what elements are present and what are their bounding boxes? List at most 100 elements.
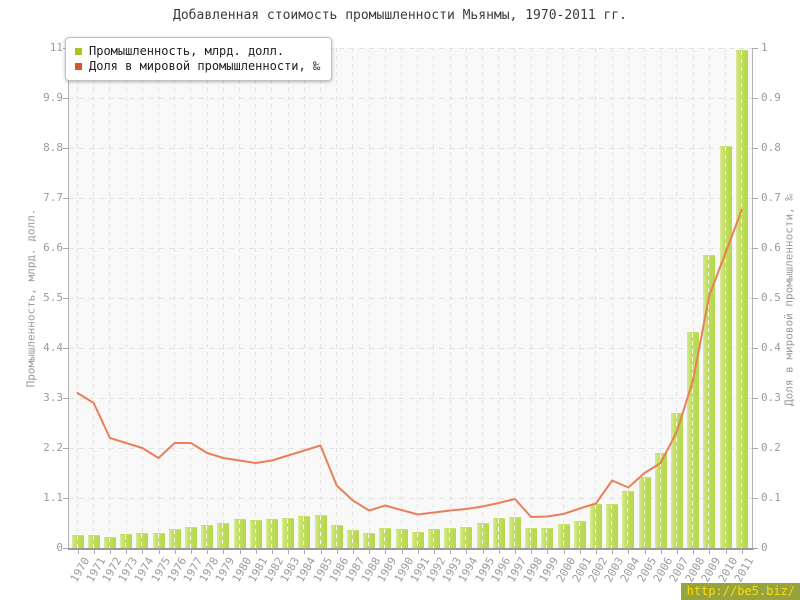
x-axis-tick: [174, 549, 176, 554]
v-gridline: [109, 48, 111, 548]
v-gridline: [579, 48, 581, 548]
bar-1995: [476, 523, 489, 549]
bar-center-dash: [643, 478, 645, 549]
v-gridline: [433, 48, 435, 548]
bar-center-dash: [125, 535, 127, 549]
v-gridline: [595, 48, 597, 548]
y-axis-left-tick: [63, 298, 68, 299]
x-axis-tick: [498, 549, 500, 554]
h-gridline: [69, 447, 752, 449]
y-left-tick-label: 3.3: [43, 391, 63, 404]
y-axis-left-tick: [63, 398, 68, 399]
bar-2004: [622, 491, 635, 549]
watermark-link[interactable]: http://be5.biz/: [680, 583, 800, 600]
bar-center-dash: [270, 520, 272, 549]
bar-2005: [638, 477, 651, 549]
y-axis-left-tick: [63, 548, 68, 549]
x-axis-tick: [158, 549, 160, 554]
bar-center-dash: [562, 525, 564, 549]
v-gridline: [77, 48, 78, 548]
y-axis-left-tick: [63, 348, 68, 349]
y-axis-right-title: Доля в мировой промышленности, ‰: [782, 194, 796, 406]
h-gridline: [69, 297, 752, 299]
x-axis-tick: [676, 549, 678, 554]
bar-center-dash: [319, 516, 321, 549]
v-gridline: [514, 48, 516, 548]
y-right-tick-label: 0.6: [761, 241, 781, 254]
y-right-tick-label: 0.2: [761, 441, 781, 454]
bar-center-dash: [189, 528, 191, 549]
bar-1979: [217, 523, 230, 549]
x-axis-tick: [385, 549, 387, 554]
y-axis-right-tick: [753, 98, 758, 99]
h-gridline: [69, 347, 752, 349]
y-left-tick-label: 1.1: [43, 491, 63, 504]
bar-center-dash: [675, 414, 677, 549]
x-axis-tick: [579, 549, 581, 554]
v-gridline: [174, 48, 176, 548]
bar-1976: [168, 529, 181, 549]
bar-2001: [573, 521, 586, 549]
y-axis-right-tick: [753, 498, 758, 499]
bar-1980: [233, 519, 246, 549]
bar-1986: [330, 525, 343, 549]
h-gridline: [69, 147, 752, 149]
bar-center-dash: [222, 524, 224, 549]
x-axis-tick: [126, 549, 128, 554]
v-gridline: [158, 48, 159, 548]
x-axis-tick: [595, 549, 597, 554]
bar-center-dash: [432, 530, 434, 549]
bar-center-dash: [351, 531, 353, 549]
bar-1985: [314, 515, 327, 549]
v-gridline: [611, 48, 613, 548]
bar-1978: [201, 525, 214, 549]
y-axis-left-tick: [63, 98, 68, 99]
x-axis-line: [68, 548, 754, 550]
y-left-tick-label: 5.5: [43, 291, 63, 304]
bar-2007: [670, 413, 683, 549]
bar-1970: [71, 535, 84, 549]
y-left-tick-label: 9.9: [43, 91, 63, 104]
x-axis-tick: [223, 549, 225, 554]
bar-center-dash: [173, 530, 175, 549]
x-axis-tick: [612, 549, 614, 554]
x-axis-tick: [352, 549, 354, 554]
bar-center-dash: [724, 147, 726, 549]
bar-center-dash: [594, 505, 596, 549]
bar-1992: [427, 529, 440, 549]
bar-center-dash: [287, 519, 289, 549]
share-line-path: [76, 209, 743, 518]
v-gridline: [660, 48, 662, 548]
v-gridline: [627, 48, 629, 548]
v-gridline: [482, 48, 483, 548]
v-gridline: [465, 48, 467, 548]
y-right-tick-label: 0.1: [761, 491, 781, 504]
y-axis-left-tick: [63, 248, 68, 249]
bar-center-dash: [481, 524, 483, 549]
x-axis-tick: [255, 549, 257, 554]
h-gridline: [69, 47, 752, 49]
x-axis-tick: [514, 549, 516, 554]
bar-center-dash: [416, 533, 418, 549]
v-gridline: [644, 48, 645, 548]
bar-center-dash: [76, 536, 78, 549]
v-gridline: [255, 48, 257, 548]
v-gridline: [352, 48, 354, 548]
bar-center-dash: [108, 538, 110, 549]
h-gridline: [69, 197, 752, 199]
share-series-swatch-icon: [75, 62, 82, 70]
bar-center-dash: [578, 522, 580, 549]
bar-1991: [411, 532, 424, 549]
x-axis-tick: [644, 549, 646, 554]
y-right-tick-label: 1: [761, 41, 768, 54]
legend-label-industry: Промышленность, млрд. долл.: [89, 44, 285, 58]
bar-center-dash: [384, 529, 386, 549]
legend-item-industry: Промышленность, млрд. долл.: [75, 44, 320, 58]
v-gridline: [320, 48, 321, 548]
y-axis-right-tick: [753, 548, 758, 549]
bar-2003: [606, 504, 619, 549]
bar-center-dash: [303, 517, 305, 549]
y-axis-right-tick: [753, 148, 758, 149]
y-left-tick-label: 4.4: [43, 341, 63, 354]
